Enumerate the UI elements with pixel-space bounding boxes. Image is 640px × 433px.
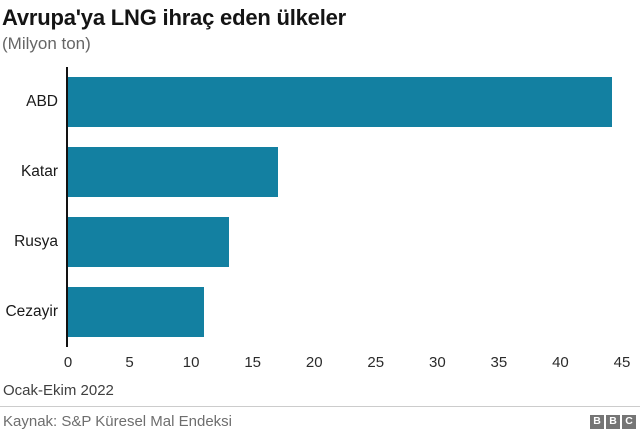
x-tick-label: 35 [490,354,508,371]
category-label: ABD [26,93,58,110]
chart-row: Rusya [2,207,640,277]
chart-title: Avrupa'ya LNG ihraç eden ülkeler [2,5,347,30]
category-label: Cezayir [5,303,58,320]
bar-chart: ABD Katar Rusya Cezayir 0 5 10 15 20 25 30 35 40 45 [2,67,640,375]
bar-rows: ABD Katar Rusya Cezayir [2,67,640,347]
bar-area [66,67,624,137]
bar-area [66,137,624,207]
x-tick-label: 5 [125,354,134,371]
bbc-logo-letter: C [622,414,636,429]
bar-rusya [68,217,229,267]
bar-area [66,277,624,347]
x-tick-label: 45 [613,354,631,371]
x-tick-label: 0 [63,354,73,371]
bbc-logo-letter: B [590,414,604,429]
x-axis-ticks: 0 5 10 15 20 25 30 35 40 45 [64,347,631,375]
x-tick-label: 40 [552,354,569,371]
bar-abd [68,77,612,127]
x-tick-label: 25 [367,354,385,371]
chart-subtitle: (Milyon ton) [2,34,91,53]
x-tick-label: 20 [305,354,323,371]
chart-row: Katar [2,137,640,207]
source-text: Kaynak: S&P Küresel Mal Endeksi [3,413,233,430]
footer-divider [0,406,640,407]
chart-row: Cezayir [2,277,640,347]
x-tick-label: 15 [244,354,261,371]
x-tick-label: 30 [428,354,446,371]
bbc-logo-letter: B [606,414,620,429]
chart-footnote: Ocak-Ekim 2022 [3,382,114,399]
bar-katar [68,147,279,197]
category-label: Rusya [14,233,58,250]
category-label: Katar [20,163,58,180]
chart-row: ABD [2,67,640,137]
bar-cezayir [68,287,204,337]
bar-area [66,207,624,277]
x-tick-label: 10 [182,354,200,371]
